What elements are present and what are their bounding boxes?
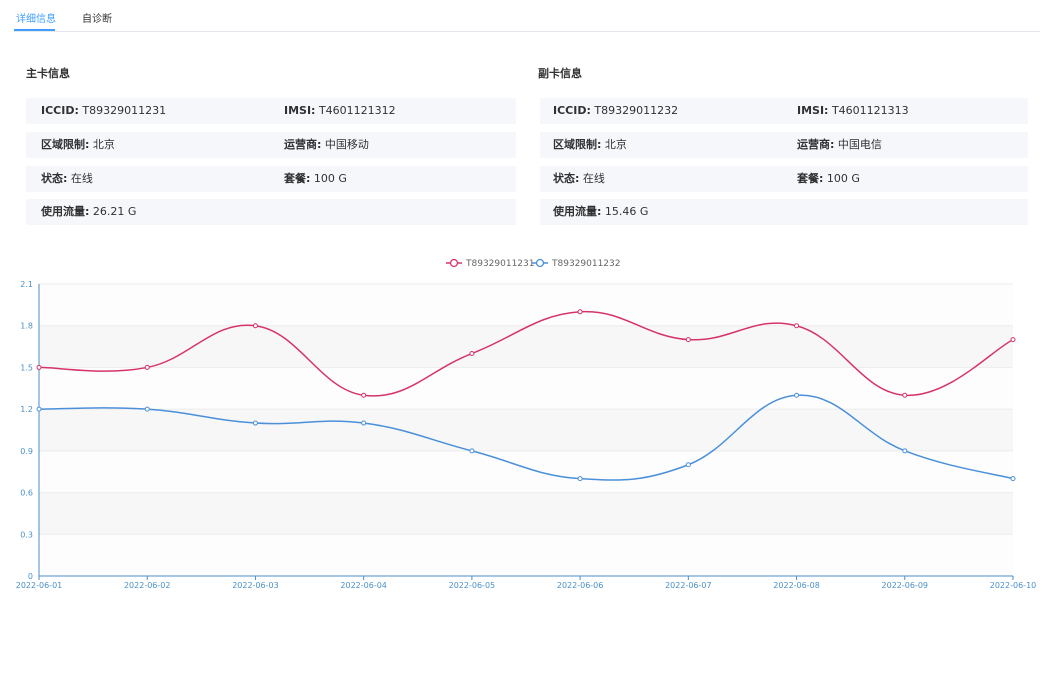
x-tick-label: 2022-06-09 bbox=[882, 581, 929, 590]
series-point-2 bbox=[1010, 476, 1016, 482]
series-point-1 bbox=[36, 364, 42, 370]
tab-details[interactable]: 详细信息 bbox=[16, 14, 56, 25]
primary-row-region: 区域限制: 北京 运营商: 中国移动 bbox=[26, 132, 516, 158]
y-tick-label: 1.5 bbox=[20, 363, 33, 372]
secondary-carrier: 运营商: 中国电信 bbox=[797, 138, 882, 151]
y-tick-label: 1.8 bbox=[20, 322, 33, 331]
series-line-1 bbox=[38, 310, 1014, 397]
primary-plan: 套餐: 100 G bbox=[284, 172, 347, 185]
x-tick-label: 2022-06-01 bbox=[16, 581, 63, 590]
traffic-chart-svg: 0 0.3 0.6 0.9 1.2 1.5 1.8 2.1 2022-06-01 2022-06-… bbox=[16, 258, 1037, 590]
series-point-1 bbox=[144, 364, 150, 370]
secondary-card-title: 副卡信息 bbox=[538, 67, 582, 80]
series-point-1 bbox=[361, 392, 367, 398]
primary-imsi: IMSI: T4601121312 bbox=[284, 104, 396, 117]
x-tick-label: 2022-06-03 bbox=[232, 581, 279, 590]
x-tick-label: 2022-06-10 bbox=[990, 581, 1037, 590]
primary-card-title: 主卡信息 bbox=[26, 67, 70, 80]
series-point-2 bbox=[469, 448, 475, 454]
series-point-2 bbox=[361, 420, 367, 426]
y-tick-label: 0.6 bbox=[20, 489, 33, 498]
x-tick-label: 2022-06-02 bbox=[124, 581, 171, 590]
split-area-band bbox=[39, 284, 1013, 326]
legend-label-1: T89329011231 bbox=[465, 259, 534, 269]
series-point-2 bbox=[144, 406, 150, 412]
secondary-row-ids: ICCID: T89329011232 IMSI: T4601121313 bbox=[540, 98, 1028, 124]
split-area-band bbox=[39, 492, 1013, 535]
series-point-1 bbox=[252, 323, 258, 329]
split-area-band bbox=[39, 367, 1013, 410]
series-line-2 bbox=[38, 394, 1014, 481]
series-point-1 bbox=[577, 309, 583, 315]
series-point-1 bbox=[794, 323, 800, 329]
secondary-row-usage: 使用流量: 15.46 G bbox=[540, 199, 1028, 225]
secondary-usage: 使用流量: 15.46 G bbox=[553, 205, 649, 218]
primary-row-usage: 使用流量: 26.21 G bbox=[26, 199, 516, 225]
split-area-band bbox=[39, 534, 1013, 576]
secondary-status: 状态: 在线 bbox=[553, 172, 605, 185]
x-tick-label: 2022-06-06 bbox=[557, 581, 604, 590]
legend-label-2: T89329011232 bbox=[551, 259, 620, 269]
series-point-2 bbox=[902, 448, 908, 454]
secondary-imsi: IMSI: T4601121313 bbox=[797, 104, 909, 117]
y-tick-label: 0.9 bbox=[20, 447, 33, 456]
secondary-plan: 套餐: 100 G bbox=[797, 172, 860, 185]
legend-marker-1 bbox=[449, 258, 459, 268]
y-tick-label: 1.2 bbox=[20, 405, 33, 414]
secondary-iccid: ICCID: T89329011232 bbox=[553, 104, 679, 117]
primary-carrier: 运营商: 中国移动 bbox=[284, 138, 369, 151]
split-area-band bbox=[39, 325, 1013, 368]
series-point-2 bbox=[794, 392, 800, 398]
split-area-band bbox=[39, 450, 1013, 493]
y-tick-label: 2.1 bbox=[20, 280, 33, 289]
primary-region: 区域限制: 北京 bbox=[41, 138, 115, 151]
primary-usage: 使用流量: 26.21 G bbox=[41, 205, 137, 218]
active-tab-indicator bbox=[14, 29, 55, 31]
series-point-1 bbox=[685, 337, 691, 343]
series-point-2 bbox=[685, 462, 691, 468]
x-tick-label: 2022-06-04 bbox=[340, 581, 387, 590]
primary-row-status: 状态: 在线 套餐: 100 G bbox=[26, 166, 516, 192]
tab-bar: 详细信息 自诊断 bbox=[14, 0, 1040, 32]
legend-marker-2 bbox=[535, 258, 545, 268]
secondary-row-region: 区域限制: 北京 运营商: 中国电信 bbox=[540, 132, 1028, 158]
primary-iccid: ICCID: T89329011231 bbox=[41, 104, 167, 117]
y-tick-label: 0.3 bbox=[20, 530, 33, 539]
series-point-2 bbox=[252, 420, 258, 426]
split-area-band bbox=[39, 409, 1013, 451]
series-point-2 bbox=[36, 406, 42, 412]
series-point-2 bbox=[577, 476, 583, 482]
y-tick-label: 0 bbox=[28, 572, 33, 581]
traffic-chart: 0 0.3 0.6 0.9 1.2 1.5 1.8 2.1 2022-06-01 2022-06-… bbox=[0, 250, 1053, 600]
secondary-region: 区域限制: 北京 bbox=[553, 138, 627, 151]
series-point-1 bbox=[469, 351, 475, 357]
x-tick-label: 2022-06-05 bbox=[449, 581, 496, 590]
primary-status: 状态: 在线 bbox=[41, 172, 93, 185]
series-point-1 bbox=[1010, 337, 1016, 343]
tab-self-diagnosis[interactable]: 自诊断 bbox=[82, 14, 112, 25]
primary-row-ids: ICCID: T89329011231 IMSI: T4601121312 bbox=[26, 98, 516, 124]
secondary-row-status: 状态: 在线 套餐: 100 G bbox=[540, 166, 1028, 192]
x-tick-label: 2022-06-07 bbox=[665, 581, 712, 590]
x-tick-label: 2022-06-08 bbox=[773, 581, 820, 590]
series-point-1 bbox=[902, 392, 908, 398]
